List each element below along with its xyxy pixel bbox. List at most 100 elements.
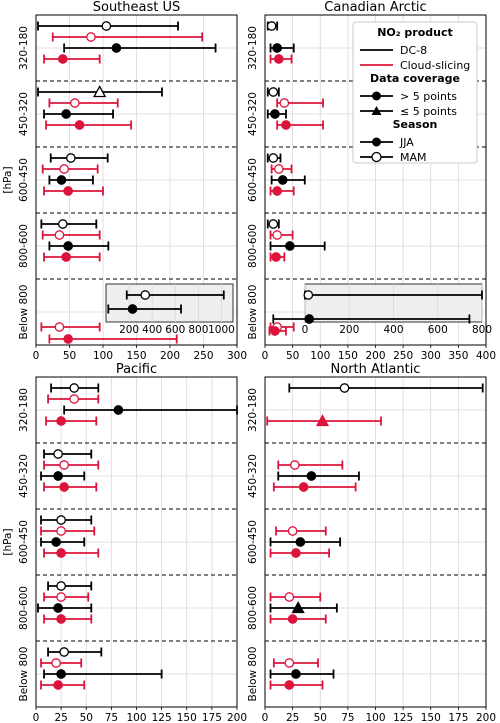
inset-point-marker <box>140 290 151 300</box>
data-point-marker <box>63 241 74 251</box>
data-point-marker <box>273 54 284 64</box>
x-tick-label: 25 <box>54 712 67 723</box>
data-point-marker <box>69 394 80 404</box>
category-label: 600-450 <box>247 520 259 564</box>
category-label: 320-180 <box>18 26 30 70</box>
data-point-marker <box>63 334 74 344</box>
x-tick-label: 350 <box>448 350 468 362</box>
category-label: 600-450 <box>247 158 259 202</box>
data-point-marker <box>70 98 80 108</box>
x-tick-label: 50 <box>80 712 93 723</box>
data-point-marker <box>56 515 66 525</box>
x-tick-label: 300 <box>421 350 441 362</box>
data-point-marker <box>57 219 68 229</box>
data-point-marker <box>93 85 107 98</box>
data-point-marker <box>59 164 69 174</box>
data-point-marker <box>111 43 122 53</box>
data-point-marker <box>56 614 66 624</box>
data-point-marker <box>289 460 300 470</box>
inset-tick-label: 0 <box>302 324 309 336</box>
x-tick-label: 75 <box>341 712 354 723</box>
x-tick-label: 125 <box>393 712 413 723</box>
data-point-marker <box>295 537 306 547</box>
inset-tick-label: 1000 <box>208 324 235 336</box>
data-point-marker <box>287 614 298 624</box>
panel-title: Pacific <box>116 362 157 377</box>
data-point-marker <box>53 449 63 459</box>
legend-le5-marker <box>371 106 382 115</box>
legend-coverage-title: Data coverage <box>370 72 460 85</box>
data-point-marker <box>304 314 315 324</box>
x-tick-label: 300 <box>227 350 247 362</box>
data-point-marker <box>270 109 280 119</box>
category-label: 320-180 <box>18 388 30 432</box>
x-tick-label: 100 <box>310 350 330 362</box>
inset-tick-label: 200 <box>119 324 139 336</box>
legend-dc8-label: DC-8 <box>400 44 427 57</box>
legend-gt5-marker <box>372 91 381 101</box>
legend: NO₂ product DC-8 Cloud-slicing Data cove… <box>352 21 478 164</box>
category-label: 450-320 <box>247 92 259 136</box>
data-point-marker <box>56 416 66 426</box>
data-point-marker <box>291 601 305 614</box>
x-tick-label: 25 <box>286 712 299 723</box>
data-point-marker <box>284 592 295 602</box>
x-tick-label: 200 <box>476 712 496 723</box>
data-point-marker <box>101 21 112 31</box>
x-tick-label: 0 <box>262 350 269 362</box>
x-tick-label: 150 <box>421 712 441 723</box>
panel-title: Canadian Arctic <box>324 0 426 15</box>
data-point-marker <box>65 153 76 163</box>
y-axis-label: [hPa] <box>2 166 14 193</box>
panel-title: North Atlantic <box>331 362 421 377</box>
data-point-marker <box>56 526 66 536</box>
legend-le5-label: ≤ 5 points <box>400 105 457 118</box>
data-point-marker <box>53 603 63 613</box>
data-point-marker <box>56 669 66 679</box>
inset-point-marker <box>303 290 314 300</box>
x-tick-label: 175 <box>448 712 468 723</box>
x-tick-label: 100 <box>93 350 113 362</box>
data-point-marker <box>53 680 63 690</box>
x-tick-label: 150 <box>177 712 197 723</box>
data-point-marker <box>285 241 295 251</box>
data-point-marker <box>287 526 298 536</box>
data-point-marker <box>59 482 69 492</box>
x-tick-label: 200 <box>160 350 180 362</box>
data-point-marker <box>272 186 283 196</box>
legend-jja-label: JJA <box>399 136 414 149</box>
data-point-marker <box>61 109 72 119</box>
data-point-marker <box>86 32 96 42</box>
legend-box <box>352 21 478 164</box>
x-tick-label: 0 <box>262 712 269 723</box>
category-label: 450-320 <box>18 92 30 136</box>
x-tick-label: 250 <box>193 350 213 362</box>
data-point-marker <box>298 482 309 492</box>
data-point-marker <box>61 252 72 262</box>
data-point-marker <box>315 414 330 427</box>
legend-product-title: NO₂ product <box>377 26 453 39</box>
category-label: 320-180 <box>247 388 259 432</box>
inset-tick-label: 200 <box>339 324 359 336</box>
data-point-marker <box>74 120 85 130</box>
inset-frame <box>105 283 234 323</box>
category-label: Below 800 <box>18 647 30 702</box>
inset-tick-label: 600 <box>165 324 185 336</box>
data-point-marker <box>272 43 283 53</box>
data-point-marker <box>270 326 280 336</box>
data-point-marker <box>268 219 279 229</box>
x-tick-label: 100 <box>126 712 146 723</box>
data-point-marker <box>53 471 63 481</box>
legend-jja-marker <box>372 137 381 147</box>
legend-mam-label: MAM <box>400 151 427 164</box>
category-label: Below 800 <box>18 285 30 340</box>
legend-cloud-label: Cloud-slicing <box>400 59 470 72</box>
data-point-marker <box>272 230 283 240</box>
x-tick-label: 75 <box>105 712 118 723</box>
data-point-marker <box>271 252 281 262</box>
category-label: 800-600 <box>18 224 30 268</box>
